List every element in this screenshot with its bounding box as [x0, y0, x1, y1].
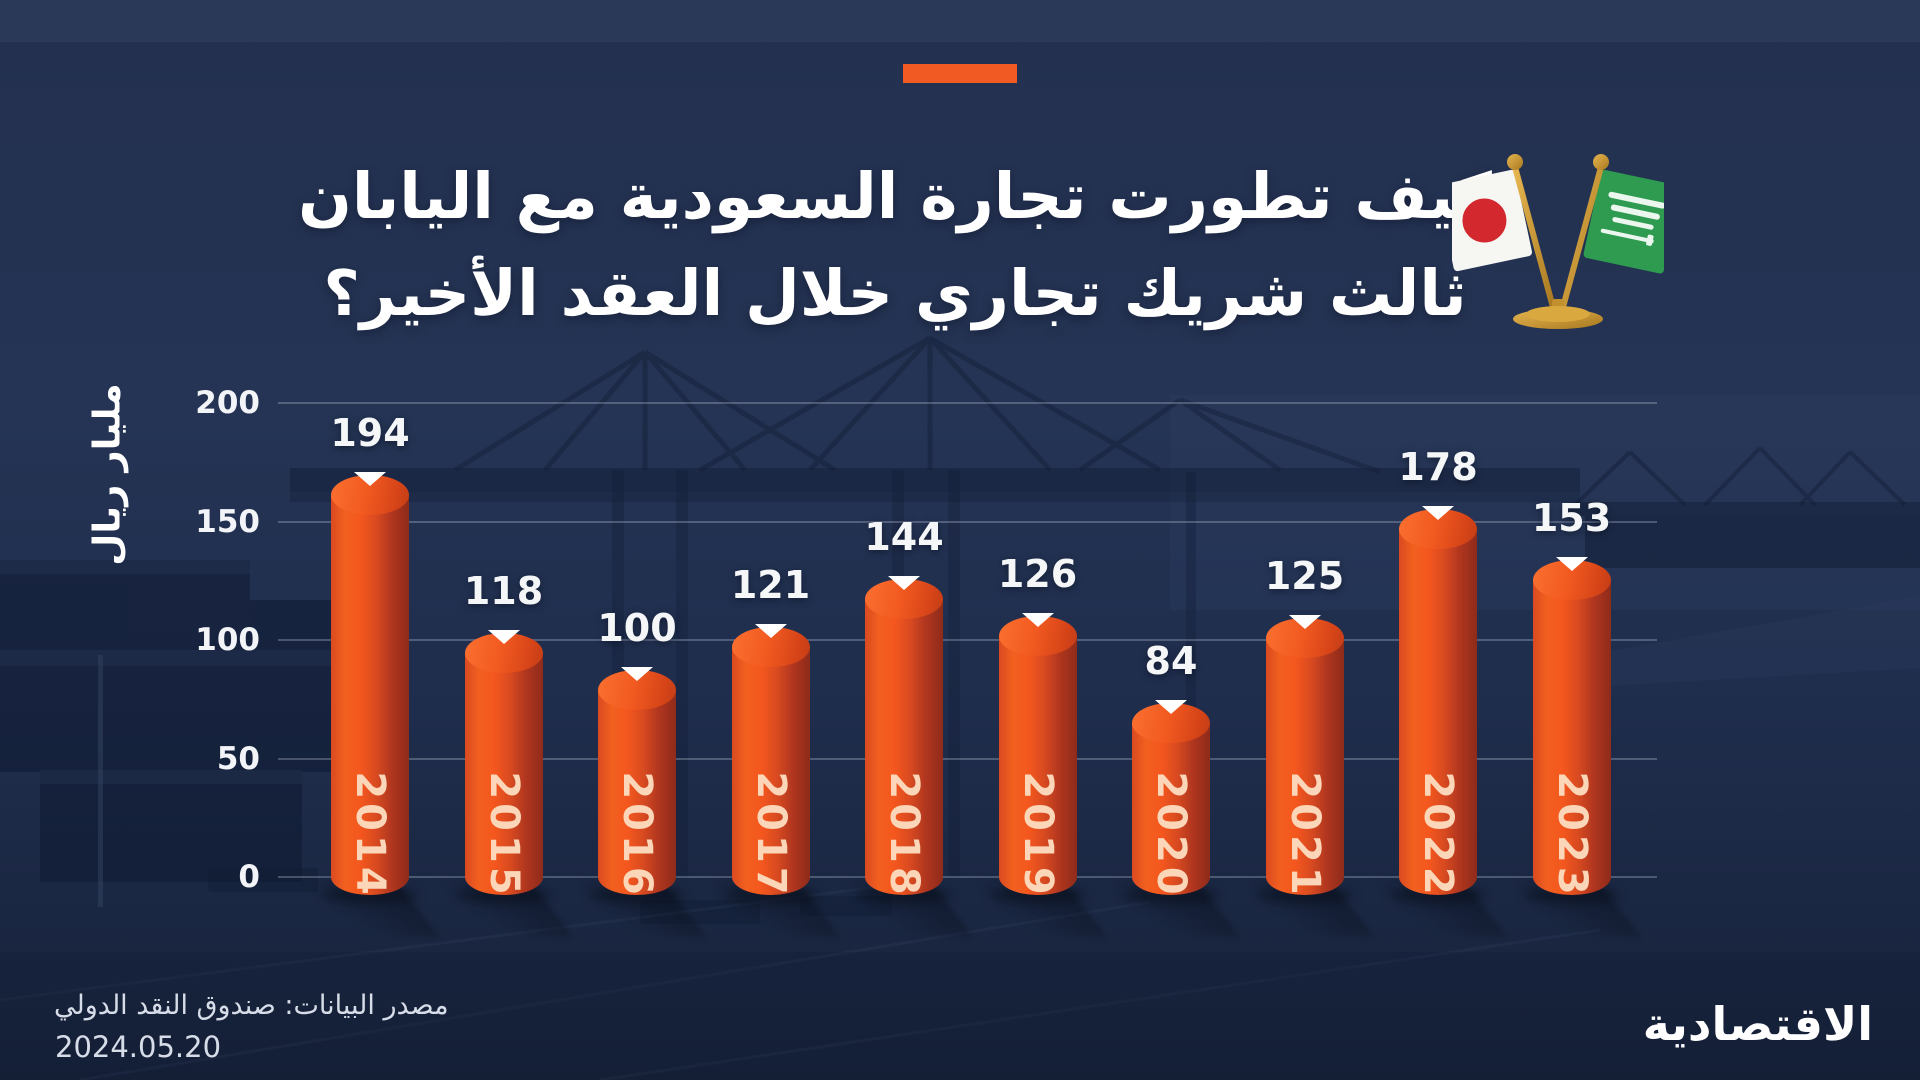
- value-pointer-icon: [754, 623, 787, 638]
- value-pointer-icon: [1288, 615, 1321, 630]
- page-title: كيف تطورت تجارة السعودية مع اليابان ثالث…: [170, 148, 1620, 342]
- value-pointer-icon: [354, 472, 386, 487]
- gridline-200: [278, 402, 1657, 404]
- bar-2023: 153 2023: [1532, 496, 1611, 899]
- y-tick-0: 0: [238, 859, 260, 895]
- gold-desk-stand: [1507, 154, 1609, 329]
- bar-value-label: 144: [864, 514, 944, 559]
- y-tick-50: 50: [216, 740, 260, 777]
- bar-2020: 84 2020: [1132, 639, 1210, 899]
- bar-value-label: 153: [1531, 496, 1612, 541]
- value-pointer-icon: [487, 629, 520, 644]
- title-line-2: ثالث شريك تجاري خلال العقد الأخير؟: [323, 257, 1467, 330]
- bar-year-label: 2017: [747, 771, 794, 899]
- bar-2014: 194 2014: [330, 411, 409, 899]
- bar-value-label: 126: [997, 552, 1078, 597]
- publish-date: 2024.05.20: [55, 1030, 222, 1064]
- bar-cylinder-body: [1132, 723, 1210, 895]
- bar-2015: 118 2015: [464, 569, 543, 899]
- bar-year-label: 2018: [881, 771, 927, 899]
- data-source-caption: مصدر البيانات: صندوق النقد الدولي: [54, 990, 449, 1021]
- value-pointer-icon: [1021, 613, 1054, 628]
- bar-cylinder-body: [331, 495, 409, 895]
- value-pointer-icon: [1555, 557, 1588, 572]
- bar-cylinder-body: [464, 652, 543, 895]
- title-line-1: كيف تطورت تجارة السعودية مع اليابان: [298, 160, 1492, 233]
- bar-value-label: 100: [597, 606, 677, 650]
- bar-year-label: 2023: [1548, 771, 1595, 899]
- bar-value-label: 178: [1398, 444, 1478, 489]
- value-pointer-icon: [621, 667, 653, 681]
- gridline-0: [278, 876, 1657, 878]
- japan-flag: [1452, 169, 1532, 272]
- bar-cylinder-body: [1532, 580, 1611, 895]
- bar-2016: 100 2016: [597, 606, 676, 899]
- bar-2022: 178 2022: [1398, 445, 1477, 899]
- bar-cylinder-body: [598, 690, 676, 895]
- gridline-50: [278, 757, 1657, 760]
- gridline-100: [278, 639, 1657, 641]
- bar-cylinder-body: [1399, 528, 1477, 895]
- value-pointer-icon: [1155, 700, 1187, 715]
- y-tick-150: 150: [195, 503, 260, 540]
- value-pointer-icon: [888, 575, 920, 590]
- saudi-arabia-flag: [1583, 169, 1664, 274]
- bar-value-label: 194: [330, 411, 410, 456]
- y-tick-200: 200: [195, 385, 260, 421]
- bar-year-label: 2020: [1148, 771, 1194, 899]
- y-tick-100: 100: [195, 622, 260, 658]
- bar-cylinder-body: [1265, 638, 1344, 895]
- bar-value-label: 121: [730, 562, 811, 607]
- bar-year-label: 2021: [1281, 771, 1328, 899]
- bar-value-label: 84: [1144, 639, 1198, 684]
- gridline-150: [278, 520, 1657, 523]
- bar-2018: 144 2018: [864, 515, 943, 899]
- bar-2017: 121 2017: [731, 563, 810, 899]
- bar-cylinder-body: [731, 646, 810, 895]
- bar-value-label: 118: [463, 568, 544, 613]
- bar-2019: 126 2019: [998, 552, 1077, 899]
- aleqtisadiah-logo: الاقتصادية: [1642, 997, 1873, 1051]
- bar-value-label: 125: [1264, 554, 1345, 599]
- bar-year-label: 2015: [480, 771, 527, 899]
- bar-cylinder-body: [998, 636, 1077, 895]
- bar-year-label: 2019: [1014, 771, 1061, 899]
- bar-year-label: 2014: [347, 771, 393, 899]
- bar-year-label: 2016: [614, 771, 660, 899]
- bar-year-label: 2022: [1415, 771, 1461, 899]
- accent-dash: [903, 64, 1017, 83]
- bar-2021: 125 2021: [1265, 554, 1344, 899]
- bar-cylinder-body: [865, 598, 943, 895]
- value-pointer-icon: [1422, 505, 1454, 520]
- japan-saudi-flags-icon: [1452, 154, 1664, 329]
- y-axis-unit-label: مليار ريال: [85, 383, 129, 566]
